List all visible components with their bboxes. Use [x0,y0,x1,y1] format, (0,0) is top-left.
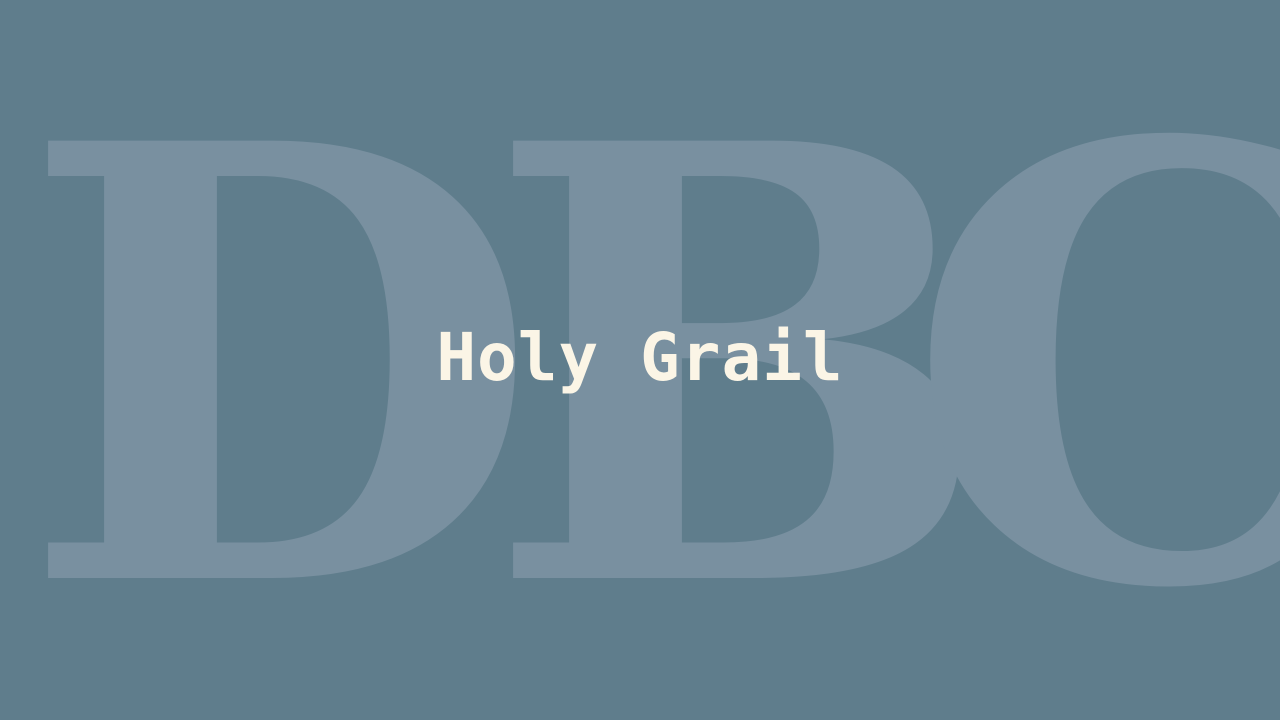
monogram-letter-b: B [485,15,992,720]
monogram-letter-c: C [905,15,1280,720]
monogram-letter-d: D [20,15,540,720]
title-text: Holy Grail [436,319,844,396]
